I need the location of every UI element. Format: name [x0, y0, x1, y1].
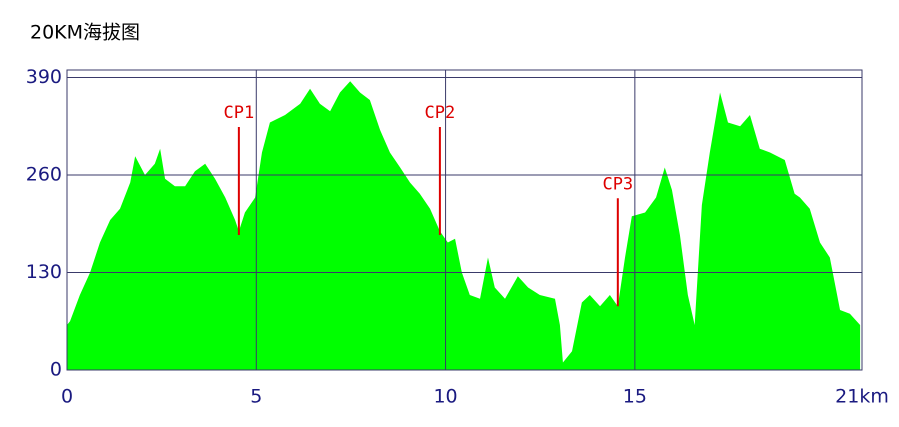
checkpoint-label: CP3 [602, 174, 633, 194]
y-tick-label: 130 [26, 261, 62, 283]
checkpoint-label: CP1 [224, 103, 255, 123]
x-tick-label: 10 [433, 386, 457, 408]
checkpoint-label: CP2 [425, 103, 456, 123]
x-tick-label: 15 [623, 386, 647, 408]
chart-title: 20KM海拔图 [30, 22, 140, 44]
plot-border [66, 69, 863, 371]
y-tick-label: 260 [26, 164, 62, 186]
y-tick-label: 390 [26, 66, 62, 88]
x-tick-label: 5 [250, 386, 262, 408]
y-tick-label: 0 [50, 359, 62, 381]
x-tick-label: 21km [835, 386, 889, 408]
elevation-area [67, 81, 861, 370]
x-tick-label: 0 [61, 386, 73, 408]
